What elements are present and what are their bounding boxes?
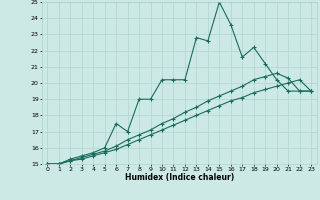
X-axis label: Humidex (Indice chaleur): Humidex (Indice chaleur) [124,173,234,182]
